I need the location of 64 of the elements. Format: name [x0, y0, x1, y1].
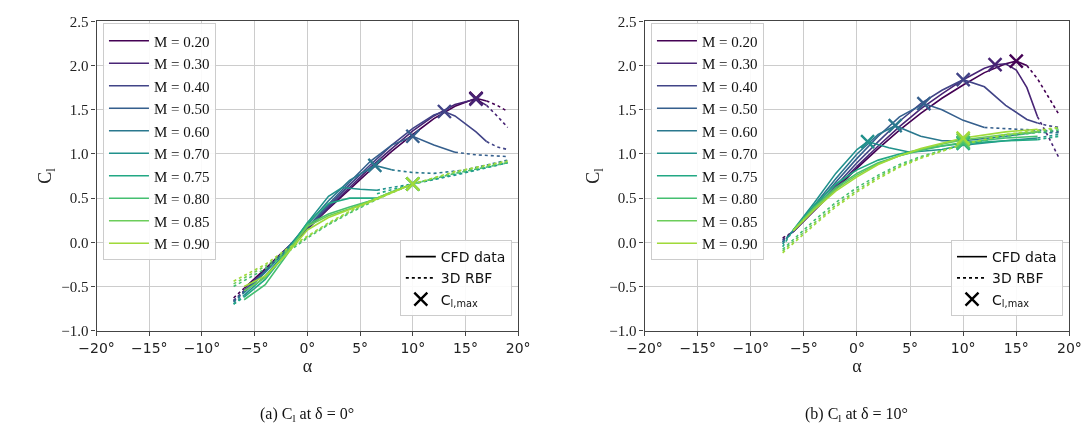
x-tick-label: 5° — [352, 339, 369, 356]
x-tick-label: 20° — [505, 339, 531, 356]
y-tick-label: −1.0 — [609, 322, 637, 339]
legend-label: M = 0.80 — [153, 191, 210, 208]
legend-label: M = 0.20 — [701, 33, 758, 50]
legend-label: M = 0.70 — [153, 146, 210, 163]
legend-label: C$_{l,max}$ — [992, 291, 1030, 310]
legend-label: M = 0.50 — [701, 101, 758, 118]
x-axis-title: α — [302, 355, 313, 376]
x-tick-label: −5° — [790, 339, 818, 356]
y-tick-label: −1.0 — [61, 322, 89, 339]
y-tick-label: −0.5 — [609, 278, 637, 295]
y-tick-label: 1.0 — [617, 146, 637, 163]
legend-label: 3D RBF — [992, 270, 1044, 287]
legend-label: M = 0.80 — [701, 191, 758, 208]
legend-label: 3D RBF — [440, 270, 493, 287]
x-axis-title: α — [852, 355, 863, 376]
x-tick-label: 0° — [299, 339, 316, 356]
y-tick-label: 2.0 — [69, 57, 89, 74]
legend-label: M = 0.60 — [701, 123, 758, 140]
x-tick-label: 0° — [849, 339, 865, 356]
text: (b) C$_{l}$ at δ = 10° — [805, 405, 908, 425]
legend-label: M = 0.40 — [153, 78, 210, 95]
y-tick-label: 0.5 — [617, 190, 637, 207]
x-tick-label: −15° — [679, 339, 716, 356]
legend-label: M = 0.30 — [153, 56, 210, 73]
x-tick-label: 15° — [453, 339, 478, 356]
x-tick-label: −5° — [240, 339, 269, 356]
legend-label: M = 0.70 — [701, 146, 758, 163]
y-tick-label: 1.5 — [617, 102, 637, 119]
y-tick-label: 0.5 — [69, 190, 89, 207]
legend-label: M = 0.30 — [701, 56, 758, 73]
legend-label: M = 0.50 — [153, 101, 210, 118]
x-tick-label: −20° — [78, 339, 115, 356]
legend-label: M = 0.75 — [153, 168, 210, 185]
x-tick-label: 10° — [950, 339, 976, 356]
legend-label: M = 0.85 — [153, 213, 210, 230]
legend-label: M = 0.90 — [701, 236, 758, 253]
legend-label: CFD data — [992, 249, 1057, 266]
text: (a) C$_{l}$ at δ = 0° — [260, 405, 355, 425]
y-tick-label: 2.0 — [617, 57, 637, 74]
legend-label: CFD data — [440, 249, 506, 266]
y-tick-label: 1.0 — [69, 146, 89, 163]
y-tick-label: 2.5 — [617, 13, 637, 30]
y-tick-label: 0.0 — [69, 234, 89, 251]
y-tick-label: 0.0 — [617, 234, 637, 251]
legend-label: M = 0.20 — [153, 33, 210, 50]
x-tick-label: 15° — [1003, 339, 1029, 356]
y-tick-label: −0.5 — [61, 278, 89, 295]
x-tick-label: 5° — [902, 339, 919, 356]
y-tick-label: 2.5 — [69, 13, 89, 30]
x-tick-label: −10° — [183, 339, 221, 356]
y-tick-label: 1.5 — [69, 102, 89, 119]
legend-label: M = 0.75 — [701, 168, 758, 185]
legend-label: M = 0.85 — [701, 213, 758, 230]
legend-label: M = 0.60 — [153, 123, 210, 140]
x-tick-label: −10° — [732, 339, 770, 356]
x-tick-label: 10° — [400, 339, 426, 356]
legend-label: C$_{l,max}$ — [440, 291, 478, 310]
legend-label: M = 0.40 — [701, 78, 758, 95]
x-tick-label: −15° — [131, 339, 168, 356]
x-tick-label: −20° — [626, 339, 663, 356]
x-tick-label: 20° — [1056, 339, 1082, 356]
legend-label: M = 0.90 — [153, 236, 210, 253]
